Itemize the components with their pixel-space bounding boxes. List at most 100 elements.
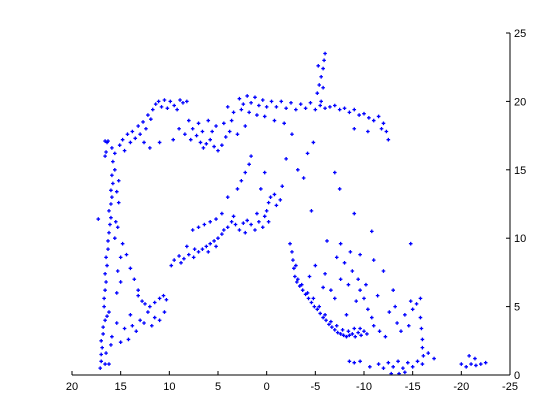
data-point — [103, 154, 107, 158]
data-point — [243, 230, 248, 235]
data-point — [319, 74, 323, 79]
data-point — [107, 362, 111, 366]
data-point — [279, 99, 284, 104]
data-point — [357, 113, 361, 117]
data-point — [371, 323, 376, 328]
data-point — [421, 354, 426, 358]
data-point — [134, 329, 139, 334]
data-point — [294, 107, 298, 112]
data-point — [106, 247, 110, 251]
data-point — [257, 219, 261, 224]
data-point — [313, 107, 318, 112]
data-point — [198, 140, 203, 145]
data-point — [103, 318, 107, 323]
data-point — [386, 137, 391, 142]
data-point — [347, 333, 352, 338]
data-point — [303, 292, 308, 297]
data-point — [99, 352, 103, 357]
data-point — [182, 256, 186, 261]
data-point — [352, 126, 357, 131]
data-point — [375, 293, 380, 298]
data-point — [338, 277, 343, 282]
data-point — [352, 360, 357, 365]
data-point — [368, 364, 372, 369]
data-point — [102, 304, 106, 309]
data-point — [235, 187, 240, 191]
data-point — [329, 319, 333, 324]
data-point — [278, 198, 283, 202]
data-point — [305, 291, 310, 295]
data-point — [365, 332, 369, 336]
data-point — [190, 126, 195, 131]
data-point — [344, 334, 349, 339]
data-point — [115, 269, 120, 273]
data-point — [122, 148, 127, 153]
data-point — [133, 136, 138, 141]
data-point — [192, 247, 197, 251]
data-point — [216, 236, 220, 240]
data-point — [318, 311, 322, 316]
data-point — [114, 321, 119, 325]
data-point — [420, 337, 425, 342]
data-point — [107, 230, 111, 235]
data-point — [140, 299, 144, 303]
data-point — [282, 121, 286, 126]
data-point — [329, 288, 333, 292]
data-point — [243, 124, 248, 128]
data-point — [188, 137, 193, 142]
data-point — [255, 113, 259, 117]
data-point — [406, 360, 410, 365]
data-point — [305, 151, 310, 156]
data-point — [208, 137, 213, 142]
data-point — [464, 364, 468, 369]
data-point — [323, 271, 327, 276]
data-point — [321, 66, 325, 71]
data-point — [153, 102, 158, 106]
data-point — [356, 277, 360, 282]
data-point — [300, 288, 305, 292]
data-point — [350, 269, 355, 273]
data-point — [168, 99, 173, 104]
data-point — [376, 362, 381, 366]
data-point — [344, 313, 349, 317]
data-point — [227, 129, 232, 134]
data-point — [172, 103, 176, 108]
data-point — [337, 107, 342, 112]
data-point — [319, 99, 323, 104]
data-point — [341, 333, 346, 338]
data-point — [317, 304, 322, 309]
data-point — [175, 107, 179, 112]
data-point — [324, 318, 328, 323]
data-point — [396, 359, 400, 364]
data-point — [113, 236, 117, 240]
data-point — [377, 329, 382, 334]
data-point — [334, 255, 339, 260]
data-point — [245, 218, 249, 223]
data-point — [479, 362, 483, 366]
data-point — [284, 157, 288, 161]
data-point — [206, 118, 211, 123]
data-point — [178, 98, 182, 102]
data-point — [346, 329, 351, 334]
data-point — [118, 255, 123, 260]
data-point — [299, 282, 304, 287]
data-point — [295, 280, 299, 284]
data-point — [297, 284, 302, 288]
data-point — [291, 258, 295, 262]
data-point — [352, 107, 357, 112]
data-point — [376, 114, 381, 119]
data-point — [313, 263, 318, 268]
x-tick-label: 20 — [66, 381, 78, 393]
data-point — [317, 83, 322, 87]
data-point — [316, 64, 321, 68]
y-tick-label: 15 — [514, 165, 526, 177]
data-point — [108, 222, 112, 227]
data-point — [383, 334, 388, 339]
data-point — [358, 288, 362, 292]
data-point — [354, 299, 359, 303]
data-point — [366, 307, 370, 312]
data-point — [359, 333, 363, 338]
data-point — [99, 339, 103, 343]
data-point — [418, 315, 423, 320]
data-point — [104, 255, 108, 260]
